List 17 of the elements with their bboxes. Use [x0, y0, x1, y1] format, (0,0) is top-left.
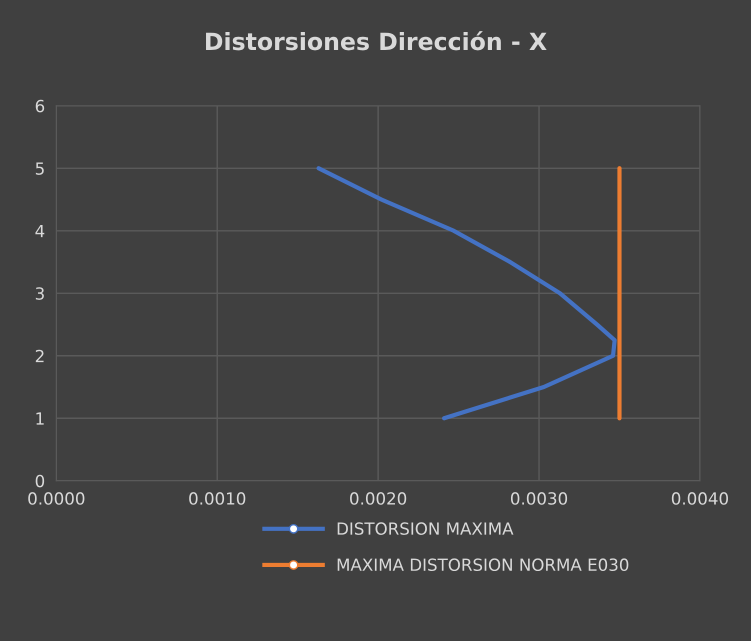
x-tick-label: 0.0010: [189, 492, 246, 505]
x-tick-label: 0.0040: [672, 492, 728, 505]
y-tick-label: 2: [36, 350, 44, 362]
y-tick-label: 4: [35, 224, 44, 238]
line-series: [617, 166, 622, 420]
y-tick-label: 5: [36, 162, 44, 175]
x-tick-label: 0.0030: [510, 492, 568, 505]
y-tick-label: 6: [36, 100, 44, 112]
legend-label: DISTORSION MAXIMA: [338, 522, 514, 535]
x-tick-label: 0.0000: [28, 492, 84, 505]
y-tick-label: 1: [36, 412, 44, 425]
x-tick-label: 0.0020: [350, 492, 406, 505]
y-tick-label: 3: [36, 287, 44, 300]
line-series: [316, 166, 617, 420]
y-tick-label: 0: [36, 474, 44, 488]
legend-label: MAXIMA DISTORSION NORMA E030: [338, 558, 628, 572]
chart-title: Distorsiones Dirección - X: [206, 31, 547, 50]
